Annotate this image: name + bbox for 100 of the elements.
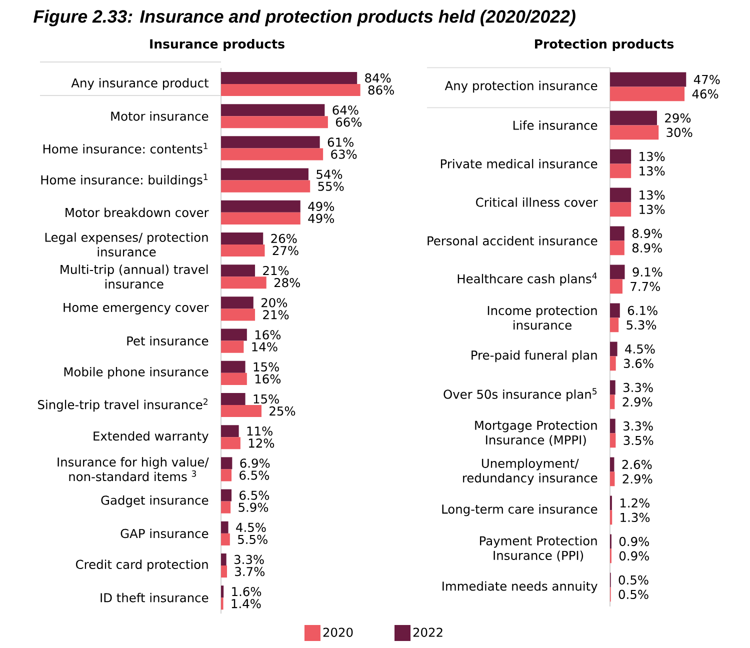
data-label: 0.5% (618, 575, 648, 585)
y-tick-label: Immediate needs annuity (442, 581, 598, 594)
bar (221, 116, 328, 128)
bar (221, 586, 224, 598)
bar (610, 202, 632, 217)
bar (221, 425, 239, 438)
bar (221, 244, 265, 257)
data-label: 5.9% (238, 502, 268, 512)
data-label: 13% (640, 166, 665, 176)
data-label: 9.1% (632, 267, 662, 277)
data-label: 2.9% (622, 474, 652, 484)
y-tick-label: Any insurance product (71, 78, 209, 90)
y-tick-label: Motor breakdown cover (66, 208, 209, 218)
data-label: 2.9% (622, 397, 652, 407)
data-label: 13% (640, 190, 665, 200)
bar (221, 457, 232, 470)
data-label: 3.3% (623, 382, 653, 392)
data-label: 15% (254, 362, 279, 372)
y-tick-label: Credit card protection (76, 560, 208, 572)
y-tick-label: Pre-paid funeral plan (472, 350, 597, 362)
bar (221, 72, 358, 84)
bar (221, 553, 226, 566)
data-label: 21% (263, 310, 289, 320)
bar (610, 264, 625, 280)
y-tick-label: Private medical insurance (440, 158, 598, 168)
data-label: 30% (666, 128, 692, 138)
bar (610, 164, 632, 178)
y-tick-label: Payment Protection Insurance (PPI) (480, 536, 597, 562)
chart-title: Figure 2.33: Insurance and protection products held (2020/2022) (34, 10, 576, 26)
y-tick-label: Home insurance: buildings$^{1}$ (41, 174, 208, 187)
y-tick-label: Income protection insurance (488, 306, 597, 330)
data-label: 4.5% (625, 344, 655, 354)
bar (221, 296, 254, 309)
y-tick-label: Personal accident insurance (428, 236, 598, 246)
data-label: 63% (331, 150, 357, 159)
data-label: 16% (255, 374, 281, 384)
bar (221, 136, 320, 148)
y-tick-label: Mortgage Protection Insurance (MPPI) (475, 420, 597, 446)
legend-label: 2020 (323, 628, 353, 637)
data-label: 15% (254, 394, 279, 404)
bar (221, 469, 232, 482)
y-tick-label: GAP insurance (120, 528, 208, 538)
bar (221, 566, 227, 578)
data-label: 64% (332, 105, 358, 115)
data-label: 5.5% (238, 534, 268, 544)
bar (610, 433, 616, 448)
data-label: 0.9% (619, 551, 649, 561)
bar (221, 200, 300, 212)
y-tick-label: Insurance for high value/ non-standard items $^{3}$ (58, 457, 209, 482)
bar (221, 276, 266, 289)
data-label: 1.6% (232, 586, 262, 596)
y-tick-label: Healthcare cash plans$^{4}$ (458, 272, 597, 286)
y-tick-label: Any protection insurance (444, 80, 598, 93)
data-label: 6.1% (628, 306, 658, 316)
y-tick-label: Unemployment/ redundancy insurance (463, 458, 598, 485)
data-label: 25% (270, 406, 296, 416)
data-label: 49% (308, 202, 334, 211)
data-label: 14% (252, 342, 278, 352)
bar (221, 264, 256, 277)
data-label: 6.5% (240, 490, 270, 500)
bar (221, 501, 231, 514)
y-tick-label: Single-trip travel insurance$^{2}$ (38, 398, 208, 412)
data-label: 4.5% (236, 522, 266, 532)
y-tick-label: Mobile phone insurance (64, 367, 208, 379)
data-label: 8.9% (632, 228, 662, 238)
y-tick-label: Life insurance (513, 120, 598, 130)
data-label: 84% (365, 73, 391, 83)
data-label: 49% (308, 214, 334, 224)
y-tick-label: Extended warranty (94, 431, 208, 443)
data-label: 2.6% (622, 460, 652, 470)
data-label: 6.9% (240, 458, 270, 468)
bar (221, 372, 247, 385)
bar (221, 180, 310, 192)
bar (610, 226, 624, 241)
data-label: 46% (692, 89, 718, 99)
y-tick-label: Critical illness cover (476, 197, 598, 207)
y-tick-label: Over 50s insurance plan$^{5}$ (444, 388, 597, 402)
bar (221, 392, 246, 406)
data-label: 3.3% (623, 421, 653, 431)
data-label: 3.3% (234, 554, 264, 564)
y-tick-label: Motor insurance (111, 111, 208, 121)
bar (610, 342, 618, 356)
bar (221, 308, 256, 321)
chart-subtitle: Protection products (535, 38, 674, 52)
data-label: 28% (274, 278, 300, 288)
bar (610, 240, 624, 256)
data-label: 16% (255, 330, 281, 340)
data-label: 5.3% (626, 320, 656, 330)
bar (221, 405, 262, 418)
data-label: 13% (640, 152, 665, 162)
y-tick-label: Gadget insurance (101, 495, 208, 508)
data-label: 3.7% (235, 566, 265, 576)
data-label: 54% (316, 170, 342, 179)
y-tick-label: ID theft insurance (100, 592, 208, 602)
bar (221, 521, 228, 534)
bar (221, 232, 264, 244)
y-tick-label: Multi-trip (annual) travel insurance (60, 264, 208, 289)
data-label: 3.5% (624, 436, 654, 446)
bar (610, 380, 616, 395)
data-label: 26% (271, 234, 297, 244)
